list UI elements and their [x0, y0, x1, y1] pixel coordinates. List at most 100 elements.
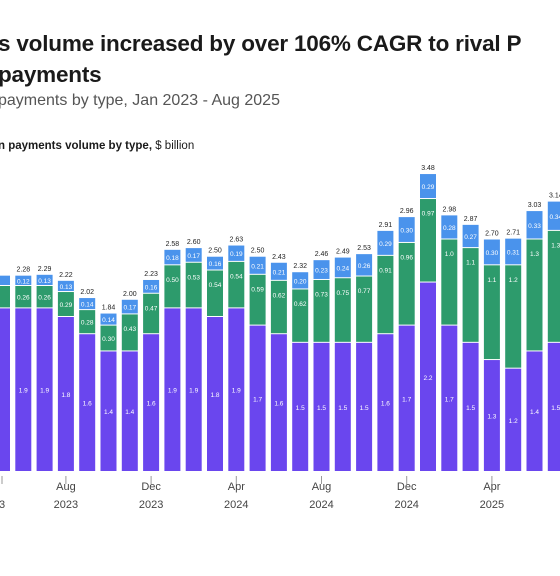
bar-group: 1.8 0.29 0.13 2.22: [57, 272, 74, 471]
bar-segment-middle: [100, 325, 117, 351]
segment-label-bottom: 1.5: [338, 405, 347, 412]
bar-total-label: 2.43: [272, 254, 286, 261]
bar-segment-top: [313, 260, 330, 279]
segment-label-middle: 0.54: [209, 282, 222, 289]
bar-segment-bottom: [36, 308, 53, 471]
bar-total-label: 2.71: [506, 230, 520, 237]
bar-segment-bottom: [462, 342, 479, 471]
segment-label-bottom: 1.9: [40, 388, 49, 395]
segment-label-middle: 0.30: [102, 336, 115, 343]
bar-segment-bottom: [79, 334, 96, 471]
segment-label-middle: 1.0: [445, 251, 454, 258]
segment-label-bottom: 1.3: [487, 414, 496, 421]
bar-segment-top: [0, 275, 10, 285]
segment-label-top: 0.27: [464, 234, 477, 241]
segment-label-bottom: 1.5: [466, 405, 475, 412]
headline-line-1: s volume increased by over 106% CAGR to …: [0, 31, 522, 56]
bar-segment-bottom: [441, 325, 458, 471]
x-tick-month: Aug: [312, 481, 332, 493]
bar-segment-top: [547, 201, 560, 230]
bar-segment-middle: [270, 280, 287, 334]
bar-group: 1.8 0.54 0.16 2.50: [207, 248, 223, 471]
segment-label-top: 0.21: [273, 269, 286, 276]
bar-segment-top: [164, 249, 181, 265]
bar-total-label: 3.14: [549, 193, 560, 200]
bar-group: 1.5 0.77 0.26 2.53: [356, 245, 373, 471]
bar-group: 1.9 0.26 0.13 2.29: [36, 266, 53, 471]
segment-label-middle: 0.62: [294, 301, 307, 308]
bar-segment-bottom: [356, 342, 373, 471]
segment-label-top: 0.33: [528, 223, 541, 230]
bar-segment-bottom: [121, 351, 138, 471]
bar-segment-middle: [292, 289, 309, 342]
segment-label-middle: 0.91: [379, 267, 392, 274]
segment-label-top: 0.31: [507, 249, 520, 256]
bar-total-label: 2.32: [293, 263, 307, 270]
segment-label-top: 0.18: [166, 255, 179, 262]
bar-segment-bottom: [547, 342, 560, 471]
bar-segment-top: [334, 257, 351, 278]
bar-segment-bottom: [505, 368, 522, 471]
bar-group: 2.2 0.97 0.29 3.48: [420, 165, 436, 471]
bar-segment-middle: [483, 265, 500, 360]
segment-label-bottom: 1.6: [147, 401, 156, 408]
bar-total-label: 2.50: [208, 248, 222, 255]
bar-total-label: 2.23: [144, 271, 158, 278]
bar-group: 1.7 0.96 0.30 2.96: [398, 208, 415, 471]
x-tick-month: Apr: [483, 481, 500, 493]
segment-label-middle: 1.1: [466, 260, 475, 267]
bar-group: 1.4 1.3 0.33 3.03: [526, 202, 543, 471]
bar-group: 1.6 0.62 0.21 2.43: [270, 254, 287, 471]
bar-total-label: 3.03: [528, 202, 542, 209]
segment-label-top: 0.13: [60, 284, 73, 291]
segment-label-bottom: 1.6: [274, 401, 283, 408]
segment-label-middle: 0.26: [38, 295, 51, 302]
segment-label-top: 0.16: [209, 261, 222, 268]
x-tick-month: Dec: [141, 481, 161, 493]
segment-label-bottom: 1.9: [189, 388, 198, 395]
x-tick-year: 2023: [139, 499, 163, 511]
bar-group: 1.6 0.47 0.16 2.23: [143, 271, 160, 471]
bar-group: 1.9 0.50 0.18 2.58: [164, 241, 181, 471]
bar-group: 1.2 1.2 0.31 2.71: [505, 230, 522, 471]
segment-label-bottom: 1.7: [253, 396, 262, 403]
bar-segment-bottom: [15, 308, 32, 471]
bar-segment-top: [249, 256, 266, 274]
bar-segment-top: [15, 275, 32, 285]
bar-group: 1.7 1.0 0.28 2.98: [441, 206, 458, 471]
bar-segment-bottom: [228, 308, 245, 471]
chart-title-bold: n payments volume by type,: [0, 140, 152, 152]
segment-label-bottom: 2.2: [423, 375, 432, 382]
segment-label-top: 0.29: [379, 241, 392, 248]
bar-segment-middle: [441, 239, 458, 325]
segment-label-middle: 0.26: [17, 295, 30, 302]
bar-segment-middle: [249, 274, 266, 325]
bar-segment-middle: [57, 292, 74, 316]
bar-segment-top: [100, 313, 117, 325]
bar-group: 1.6 0.28 0.14 2.02: [79, 289, 96, 471]
segment-label-middle: 1.3: [551, 242, 560, 249]
bar-segment-middle: [0, 286, 10, 308]
bar-segment-top: [270, 262, 287, 280]
x-tick-year: 3: [0, 499, 5, 511]
segment-label-top: 0.21: [251, 263, 264, 270]
segment-label-middle: 0.47: [145, 305, 158, 312]
segment-label-top: 0.24: [336, 265, 349, 272]
bar-segment-bottom: [270, 334, 287, 471]
bar-total-label: 2.58: [166, 241, 180, 248]
bar-group: 1.7 0.59 0.21 2.50: [249, 248, 266, 471]
segment-label-bottom: 1.9: [19, 388, 28, 395]
bar-segment-bottom: [143, 334, 160, 471]
bar-segment-middle: [164, 265, 181, 308]
segment-label-bottom: 1.9: [168, 388, 177, 395]
bar-segment-top: [57, 280, 74, 292]
bar-total-label: 2.87: [464, 216, 478, 223]
bar-segment-middle: [377, 255, 394, 334]
bar-segment-bottom: [164, 308, 181, 471]
bar-segment-bottom: [313, 342, 330, 471]
bar-total-label: 2.02: [80, 289, 94, 296]
bar-segment-bottom: [100, 351, 117, 471]
segment-label-bottom: 1.5: [551, 405, 560, 412]
segment-label-top: 0.34: [549, 214, 560, 221]
segment-label-middle: 0.77: [358, 288, 371, 295]
